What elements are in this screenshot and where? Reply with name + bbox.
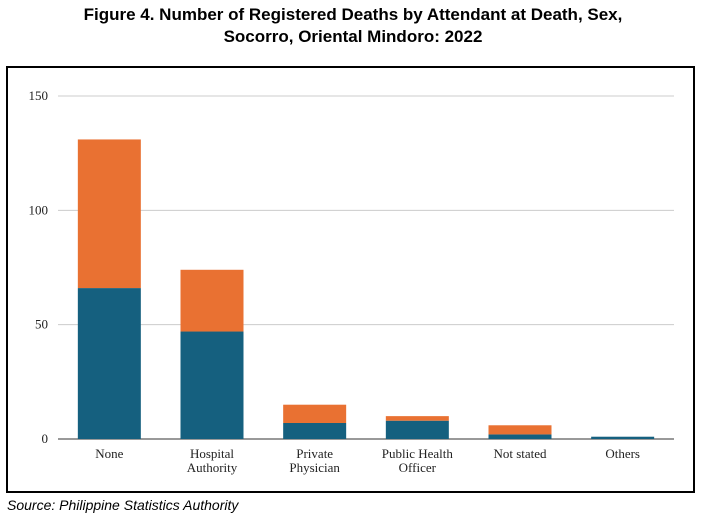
bar-segment-series-1 (385, 420, 449, 439)
bar-segment-series-2 (488, 425, 552, 435)
x-tick-label: Others (605, 446, 640, 461)
bar-segment-series-1 (591, 436, 655, 439)
y-tick-label: 150 (29, 88, 49, 103)
y-tick-label: 100 (29, 202, 49, 217)
chart-title-line-2: Socorro, Oriental Mindoro: 2022 (223, 27, 483, 46)
chart-title: Figure 4. Number of Registered Deaths by… (0, 4, 706, 48)
bar-segment-series-1 (77, 288, 141, 439)
x-tick-label: Private (296, 446, 333, 461)
bar-segment-series-2 (180, 269, 244, 332)
bar-segment-series-2 (385, 416, 449, 421)
chart-title-line-1: Figure 4. Number of Registered Deaths by… (83, 5, 623, 24)
y-tick-label: 0 (42, 431, 49, 446)
bar-segment-series-2 (283, 404, 347, 423)
bar-segment-series-2 (77, 139, 141, 289)
x-tick-label: Authority (187, 460, 238, 475)
x-tick-label: Public Health (382, 446, 454, 461)
x-tick-label: Not stated (493, 446, 547, 461)
x-tick-label: Physician (289, 460, 340, 475)
x-tick-label: Hospital (190, 446, 234, 461)
x-tick-label: Officer (399, 460, 437, 475)
bar-segment-series-1 (180, 331, 244, 439)
y-tick-label: 50 (35, 317, 48, 332)
x-tick-label: None (95, 446, 123, 461)
bar-segment-series-1 (283, 422, 347, 439)
source-note: Source: Philippine Statistics Authority (7, 497, 239, 513)
bar-segment-series-1 (488, 434, 552, 439)
